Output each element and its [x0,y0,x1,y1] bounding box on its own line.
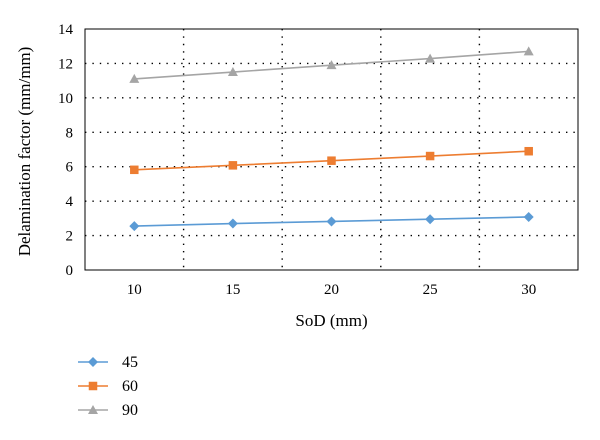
data-point [524,146,533,156]
data-point [425,151,435,161]
grid-layer [85,29,578,270]
legend-item: 90 [78,402,138,419]
data-point [425,214,436,225]
data-point [130,165,139,175]
y-axis-title: Delamination factor (mm/mm) [15,47,34,257]
legend: 45 60 90 [78,354,138,419]
data-point [228,161,238,170]
y-tick-label: 12 [58,56,73,72]
data-point [129,221,140,232]
legend-label: 90 [122,402,138,419]
legend-marker [88,405,98,414]
plot-area-frame [84,28,579,271]
series-45 [129,211,534,232]
series-layer [129,46,534,232]
data-point [129,73,140,83]
legend-item: 45 [78,354,138,371]
y-tick-label: 6 [66,160,74,176]
series-60 [130,146,533,175]
legend-label: 60 [122,378,138,395]
data-point [326,216,337,227]
legend-item: 60 [78,378,138,395]
y-tick-label: 0 [66,263,74,279]
x-tick-label: 15 [225,282,240,298]
y-tick-label: 4 [66,194,74,210]
y-tick-label: 2 [66,229,74,245]
legend-marker [88,357,98,367]
data-point [227,218,238,229]
x-axis-title: SoD (mm) [295,311,367,330]
x-tick-label: 25 [423,282,438,298]
tick-labels: 0 2 4 6 8 10 12 14 10 15 20 25 30 [58,22,536,298]
data-point [227,67,238,77]
y-tick-label: 8 [66,125,74,141]
y-tick-label: 14 [58,22,74,38]
data-point [523,46,534,56]
legend-label: 45 [122,354,138,371]
data-point [326,60,337,70]
x-tick-label: 20 [324,282,339,298]
x-tick-label: 10 [127,282,142,298]
data-point [327,156,336,165]
x-tick-label: 30 [521,282,536,298]
legend-marker [88,381,98,391]
y-tick-label: 10 [58,91,73,107]
data-point [425,53,436,63]
data-point [523,211,534,222]
series-90 [129,46,534,83]
